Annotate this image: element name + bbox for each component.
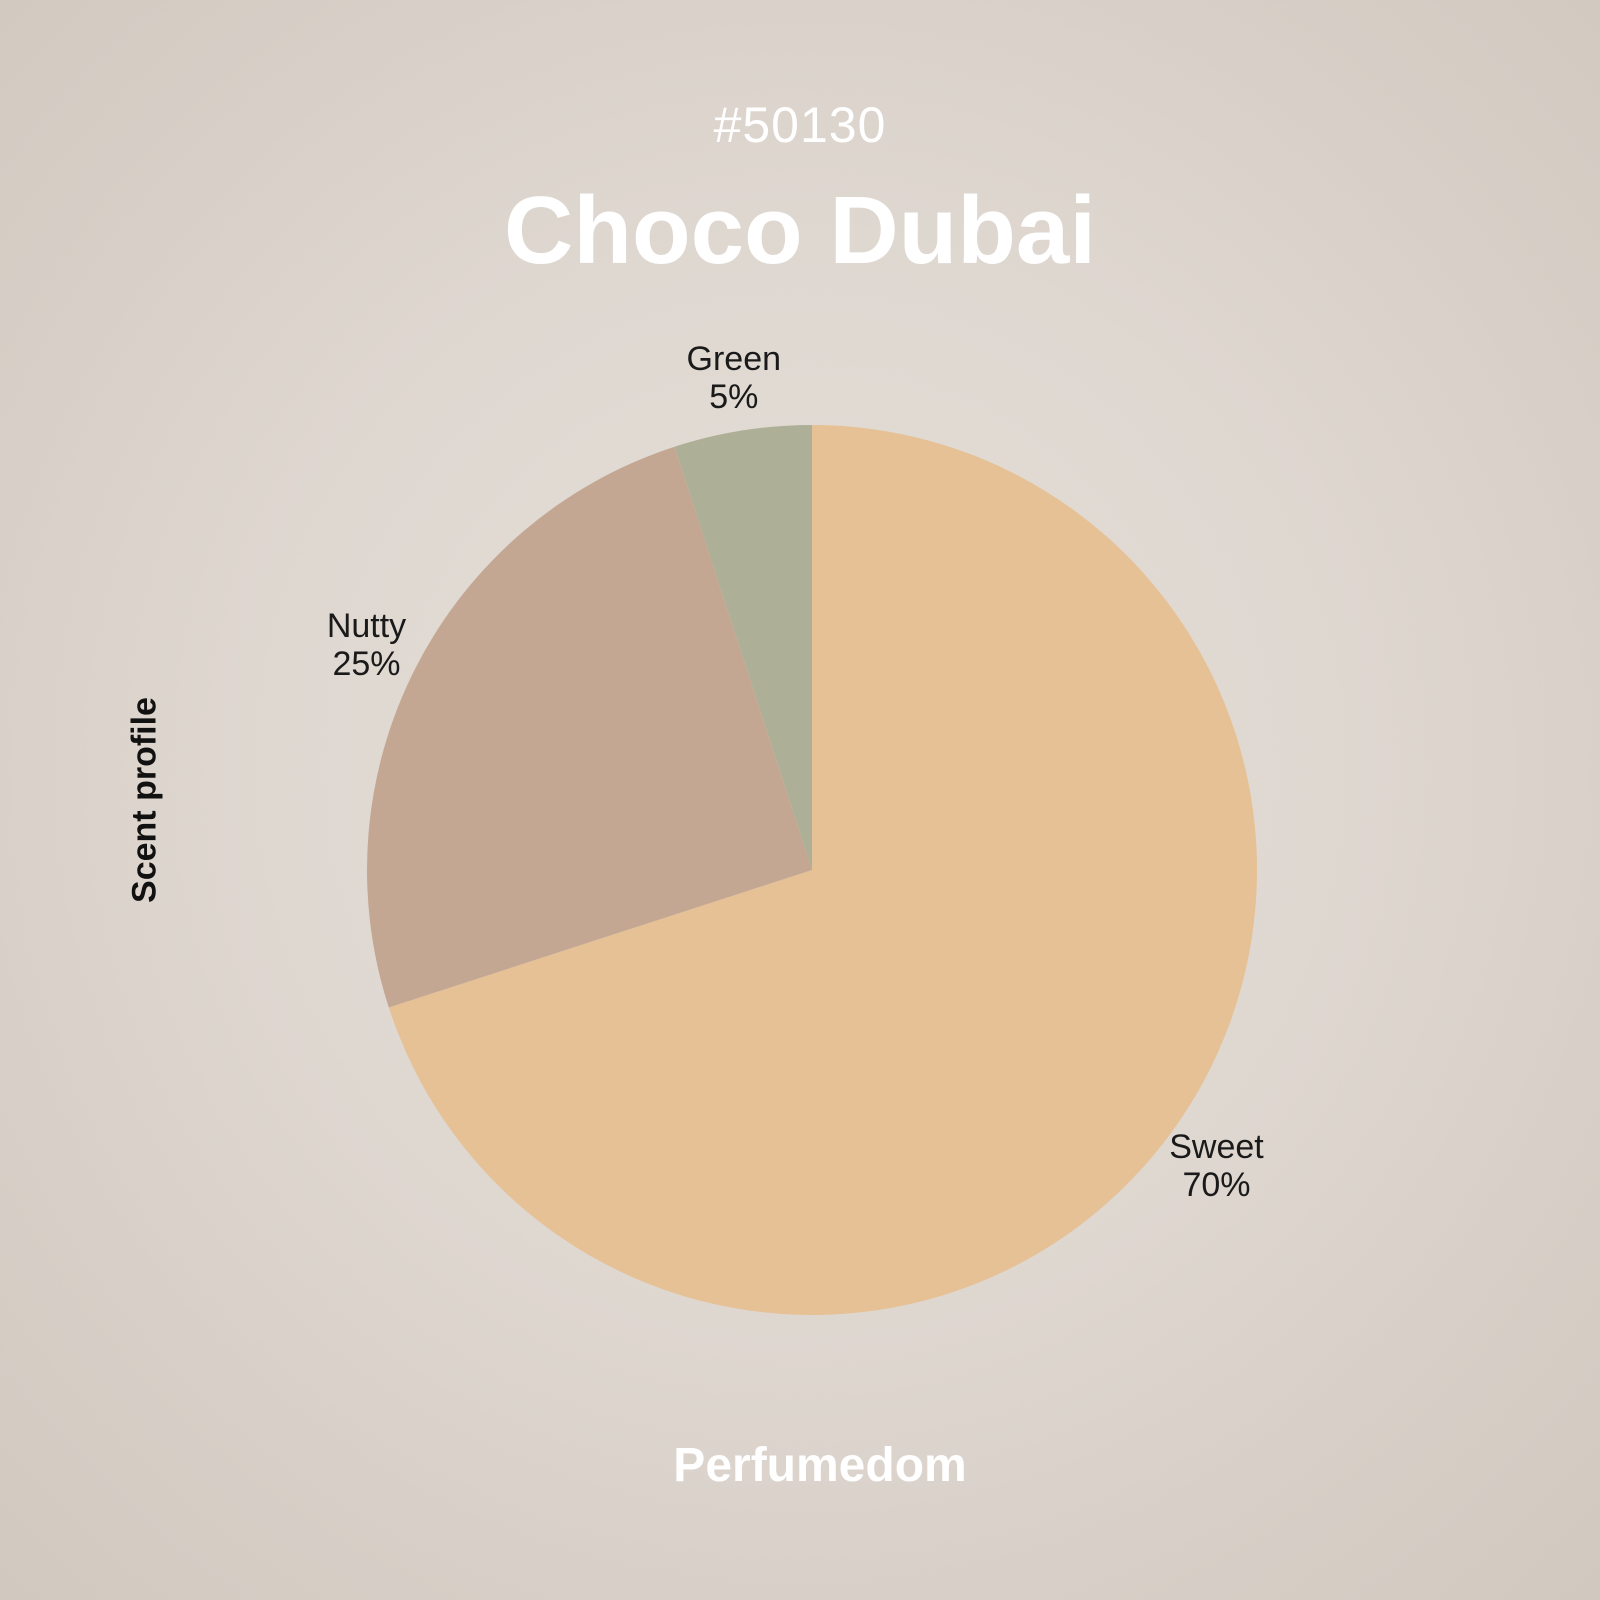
perfume-title: Choco Dubai	[504, 177, 1096, 284]
perfume-id: #50130	[713, 97, 887, 153]
slice-label-green: Green	[687, 340, 782, 378]
slice-label-nutty: Nutty	[327, 607, 406, 645]
brand-footer: Perfumedom	[673, 1439, 967, 1492]
slice-value-sweet: 70%	[1182, 1166, 1250, 1204]
slice-label-sweet: Sweet	[1169, 1128, 1264, 1166]
pie-slice-nutty	[367, 446, 812, 1008]
slice-value-nutty: 25%	[332, 645, 400, 683]
pie-slice-green	[674, 425, 812, 870]
pie-slice-sweet	[388, 425, 1257, 1315]
pie-slices	[367, 425, 1257, 1315]
slice-value-green: 5%	[709, 378, 758, 416]
